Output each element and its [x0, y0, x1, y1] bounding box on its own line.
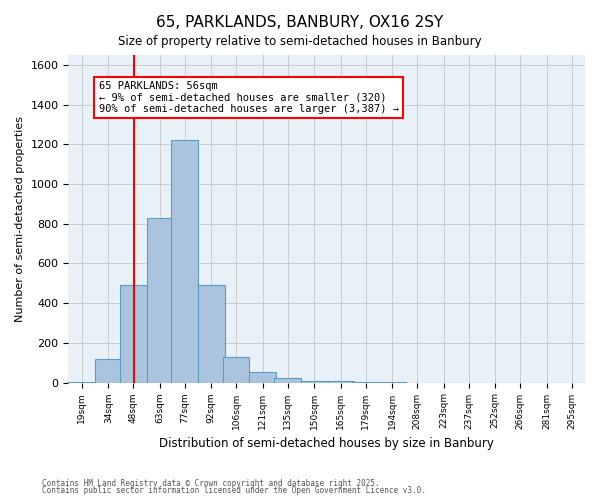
Bar [328, 381, 354, 382]
Text: 65 PARKLANDS: 56sqm
← 9% of semi-detached houses are smaller (320)
90% of semi-d: 65 PARKLANDS: 56sqm ← 9% of semi-detache… [98, 81, 398, 114]
Text: Contains public sector information licensed under the Open Government Licence v3: Contains public sector information licen… [42, 486, 426, 495]
Bar [250, 372, 276, 382]
Text: Contains HM Land Registry data © Crown copyright and database right 2025.: Contains HM Land Registry data © Crown c… [42, 478, 380, 488]
Bar [301, 380, 328, 382]
Y-axis label: Number of semi-detached properties: Number of semi-detached properties [15, 116, 25, 322]
Bar [95, 358, 122, 382]
Bar [146, 218, 173, 382]
Bar [172, 140, 198, 382]
Text: 65, PARKLANDS, BANBURY, OX16 2SY: 65, PARKLANDS, BANBURY, OX16 2SY [157, 15, 443, 30]
Text: Size of property relative to semi-detached houses in Banbury: Size of property relative to semi-detach… [118, 35, 482, 48]
Bar [198, 286, 224, 382]
X-axis label: Distribution of semi-detached houses by size in Banbury: Distribution of semi-detached houses by … [159, 437, 494, 450]
Bar [223, 357, 250, 382]
Bar [120, 286, 146, 382]
Bar [274, 378, 301, 382]
